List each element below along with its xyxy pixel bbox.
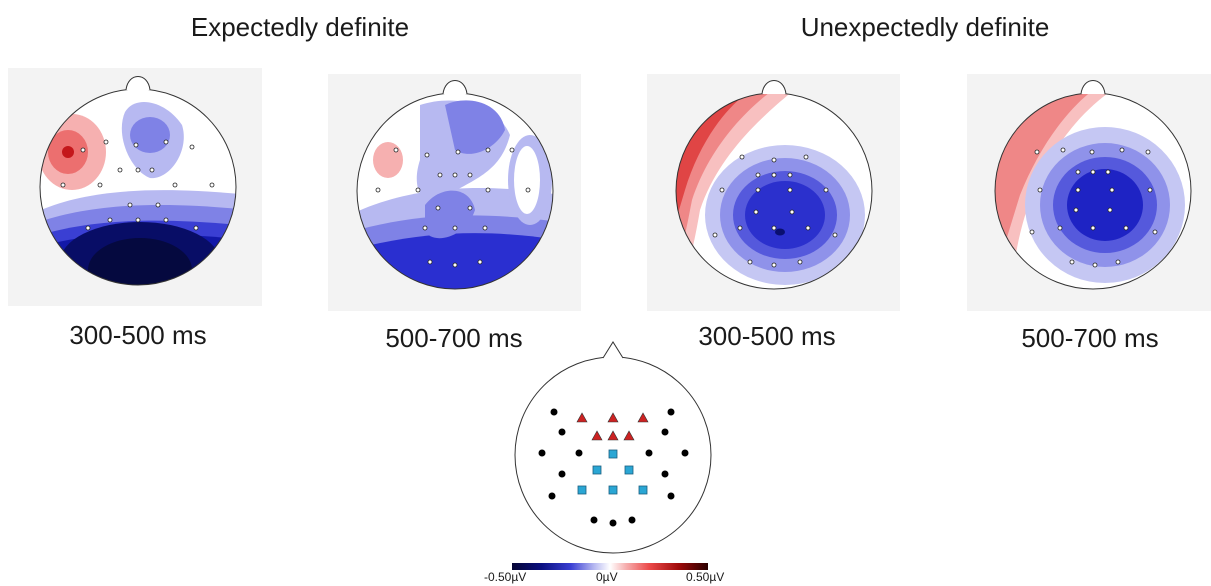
electrode-square <box>592 465 602 475</box>
electrode-triangle <box>576 412 588 423</box>
electrode-square <box>638 485 648 495</box>
electrode-triangle <box>607 430 619 441</box>
electrode-dot <box>645 449 653 457</box>
electrode-square <box>608 449 618 459</box>
electrode-dot <box>550 408 558 416</box>
electrode-square <box>624 465 634 475</box>
electrode-dot <box>538 449 546 457</box>
electrode-dot <box>661 470 669 478</box>
unexpected-group-title: Unexpectedly definite <box>800 12 1050 42</box>
electrode-dot <box>558 428 566 436</box>
electrode-triangle <box>623 430 635 441</box>
electrode-dot <box>628 516 636 524</box>
map-label-4: 500-700 ms <box>1021 323 1159 353</box>
electrode-square <box>608 485 618 495</box>
electrode-triangle <box>607 412 619 423</box>
electrode-dot <box>575 449 583 457</box>
electrode-dot <box>661 428 669 436</box>
electrode-markers-posterior <box>577 449 648 495</box>
electrode-triangle <box>591 430 603 441</box>
electrode-dot <box>558 470 566 478</box>
colorbar <box>512 563 708 570</box>
colorbar-mid-label: 0µV <box>596 570 618 584</box>
electrode-square <box>577 485 587 495</box>
electrode-dot <box>667 492 675 500</box>
map-label-1: 300-500 ms <box>69 320 207 350</box>
electrode-dot <box>548 492 556 500</box>
electrode-markers-anterior <box>576 412 649 441</box>
electrode-dot <box>609 519 617 527</box>
electrode-dot <box>667 408 675 416</box>
electrode-dot <box>681 449 689 457</box>
map-label-2: 500-700 ms <box>385 323 523 353</box>
expected-group-title: Expectedly definite <box>190 12 410 42</box>
colorbar-min-label: -0.50µV <box>484 570 527 584</box>
electrode-dot <box>590 516 598 524</box>
colorbar-max-label: 0.50µV <box>686 570 725 584</box>
map-label-3: 300-500 ms <box>698 321 836 351</box>
electrode-markers-other <box>538 408 689 527</box>
electrode-triangle <box>637 412 649 423</box>
